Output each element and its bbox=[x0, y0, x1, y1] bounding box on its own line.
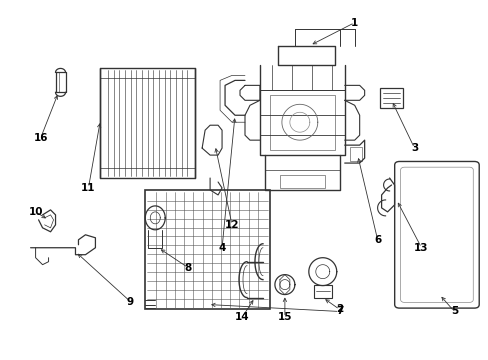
Text: 14: 14 bbox=[234, 312, 249, 323]
Text: 5: 5 bbox=[450, 306, 457, 316]
Text: 1: 1 bbox=[350, 18, 358, 28]
Text: 8: 8 bbox=[184, 263, 191, 273]
Text: 12: 12 bbox=[224, 220, 239, 230]
Text: 3: 3 bbox=[410, 143, 417, 153]
Bar bbox=[379, 88, 402, 108]
Text: 10: 10 bbox=[28, 207, 43, 217]
FancyBboxPatch shape bbox=[394, 162, 478, 308]
Text: 16: 16 bbox=[33, 133, 48, 143]
Text: 13: 13 bbox=[413, 243, 428, 253]
Text: 4: 4 bbox=[218, 243, 225, 253]
Text: 9: 9 bbox=[126, 297, 134, 306]
Bar bbox=[269, 95, 334, 150]
Bar bbox=[313, 285, 331, 298]
Text: 15: 15 bbox=[277, 312, 291, 323]
Text: 11: 11 bbox=[81, 183, 96, 193]
Bar bbox=[145, 190, 269, 310]
Text: 6: 6 bbox=[373, 235, 381, 245]
Bar bbox=[100, 68, 195, 178]
Text: 2: 2 bbox=[335, 305, 343, 315]
Text: 7: 7 bbox=[335, 306, 343, 316]
Bar bbox=[349, 147, 361, 161]
Bar bbox=[279, 175, 324, 188]
